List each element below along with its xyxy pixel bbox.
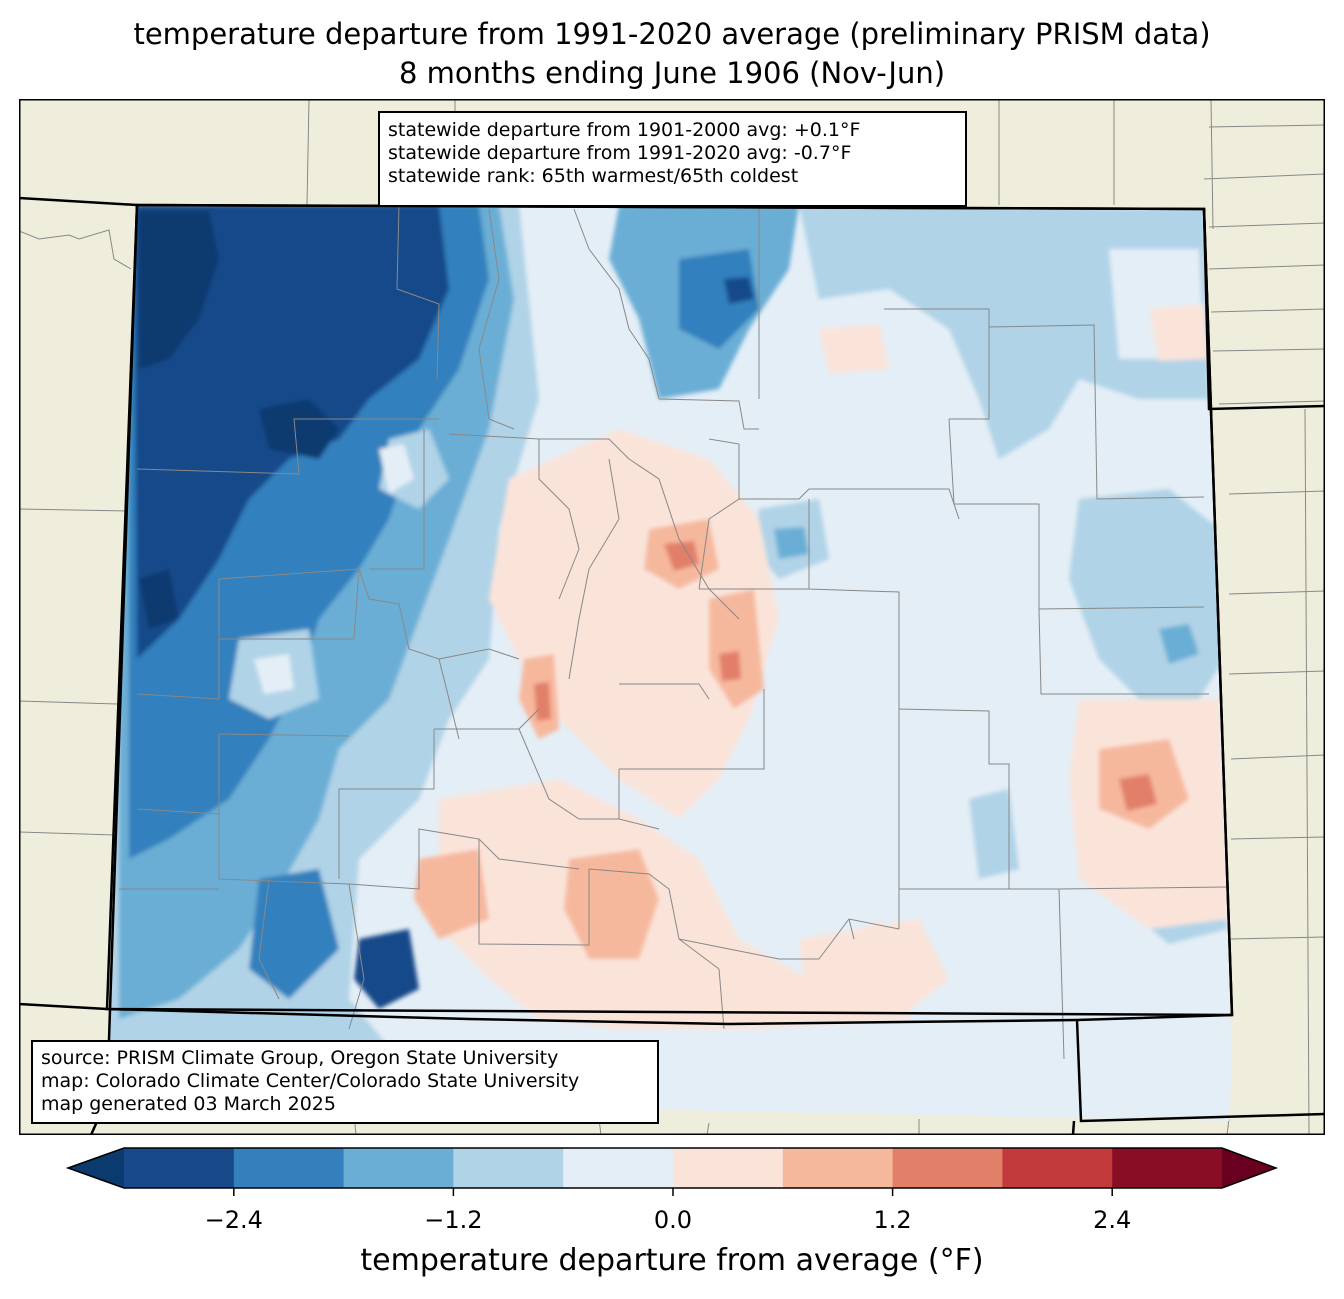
anomaly-cell-south-warm (799, 919, 949, 1019)
colorbar-tick-label: 0.0 (653, 1206, 693, 1234)
anomaly-cell-dark-sw (354, 929, 419, 1009)
credits-box: source: PRISM Climate Group, Oregon Stat… (31, 1040, 659, 1124)
anomaly-cell-front-range-4 (719, 651, 741, 681)
anomaly-cell-east-light-2 (774, 527, 809, 559)
anomaly-region-northeast (799, 205, 1209, 459)
colorbar-segment (233, 1148, 345, 1188)
anomaly-cell-front-range-2 (664, 541, 699, 571)
colorado-outline (105, 203, 1234, 1017)
anomaly-cell-san-luis (564, 849, 659, 959)
statewide-stats-box: statewide departure from 1901-2000 avg: … (378, 111, 967, 207)
map-subtitle: 8 months ending June 1906 (Nov-Jun) (398, 56, 946, 90)
colorbar-segment (782, 1148, 894, 1188)
colorbar-tick-label: −2.4 (204, 1206, 263, 1234)
colorbar-tick-label: 2.4 (1093, 1206, 1132, 1234)
anomaly-cell-sw-warm (414, 849, 489, 939)
colorbar-segment (453, 1148, 564, 1188)
colorbar-extend-max (1222, 1148, 1276, 1188)
colorbar-extend-min (68, 1148, 124, 1188)
anomaly-cell-darkest-1 (259, 399, 339, 459)
colorado-temperature-map (19, 99, 1325, 1135)
anomaly-cell-blue-sw (249, 869, 339, 999)
colorbar-segment (892, 1148, 1003, 1188)
stats-rank: statewide rank: 65th warmest/65th coldes… (388, 165, 799, 187)
colorbar-segment (673, 1148, 784, 1188)
anomaly-cell-ridge-warm-2 (534, 682, 551, 721)
map-frame (19, 99, 1325, 1135)
anomaly-cell-darkest-2 (139, 569, 179, 629)
colorbar-tick-label: 1.2 (873, 1206, 912, 1234)
anomaly-cell-east-warm-2 (1119, 774, 1157, 811)
colorbar-segment (124, 1148, 235, 1188)
anomaly-cell-ne-warm-2 (1149, 304, 1207, 361)
anomaly-cell-neutral-1 (379, 444, 414, 494)
colorbar-tick-label: −1.2 (424, 1206, 483, 1234)
credits-map: map: Colorado Climate Center/Colorado St… (41, 1070, 580, 1092)
anomaly-region-darkest-blue-nw (139, 211, 219, 369)
stats-departure-1901-2000: statewide departure from 1901-2000 avg: … (388, 119, 861, 141)
stats-departure-1991-2020: statewide departure from 1991-2020 avg: … (388, 142, 852, 164)
anomaly-cell-neutral-2 (254, 654, 294, 694)
colorbar-outline (65, 1147, 1279, 1189)
colorbar-segment (1002, 1148, 1113, 1188)
neighbor-county-lines (19, 99, 1325, 1135)
anomaly-cell-se-light-2 (969, 789, 1019, 879)
colorbar-label: temperature departure from average (°F) (360, 1243, 984, 1278)
colorbar-segment (1112, 1148, 1223, 1188)
map-title: temperature departure from 1991-2020 ave… (133, 17, 1211, 51)
anomaly-cell-north-central-blue (679, 249, 759, 349)
credits-source: source: PRISM Climate Group, Oregon Stat… (41, 1047, 559, 1069)
anomaly-cell-ne-warm (819, 324, 889, 374)
colorado-county-lines (119, 205, 1230, 1060)
anomaly-region-south-central-warm (439, 779, 919, 1029)
anomaly-cell-east-blue (1159, 624, 1199, 664)
credits-generated: map generated 03 March 2025 (41, 1093, 336, 1115)
colorbar (65, 1147, 1279, 1196)
colorbar-segment (343, 1148, 454, 1188)
colorbar-segment (563, 1148, 674, 1188)
anomaly-cell-north-central-dark (724, 277, 754, 304)
